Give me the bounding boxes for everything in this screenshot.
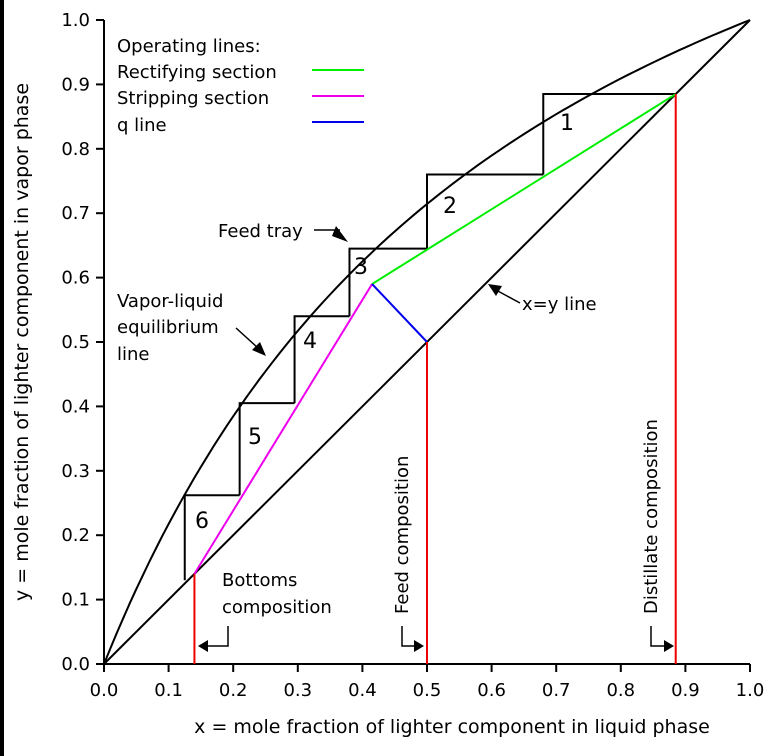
x-tick-label: 0.2 bbox=[219, 680, 248, 701]
y-tick-label: 0.3 bbox=[61, 461, 90, 482]
xy-pointer bbox=[495, 289, 521, 304]
vle-label-line2: equilibrium bbox=[117, 317, 219, 338]
xy-arrowhead bbox=[488, 284, 502, 296]
legend-label-q: q line bbox=[117, 115, 167, 136]
stage-label-5: 5 bbox=[248, 425, 262, 450]
vle-pointer bbox=[235, 327, 259, 349]
legend-title: Operating lines: bbox=[117, 36, 261, 57]
x-tick-label: 0.0 bbox=[90, 680, 119, 701]
vle-arrowhead bbox=[252, 342, 266, 356]
x-tick-label: 0.9 bbox=[671, 680, 700, 701]
x-tick-label: 0.3 bbox=[283, 680, 312, 701]
annotations: Feed tray Vapor-liquid equilibrium line … bbox=[117, 221, 674, 652]
rectifying-operating-line bbox=[371, 93, 677, 285]
stage-label-4: 4 bbox=[303, 329, 317, 354]
y-tick-label: 1.0 bbox=[61, 10, 90, 31]
x-tick-label: 0.5 bbox=[413, 680, 442, 701]
y-ticks: 0.0 0.1 0.2 0.3 0.4 0.5 0.6 0.7 0.8 0.9 1.0 bbox=[61, 10, 104, 675]
composition-lines bbox=[193, 94, 677, 664]
stage-step-4 bbox=[293, 315, 350, 404]
legend-label-stripping: Stripping section bbox=[117, 88, 269, 109]
vle-label-line3: line bbox=[117, 344, 149, 365]
y-tick-label: 0.9 bbox=[61, 74, 90, 95]
x-tick-label: 0.1 bbox=[154, 680, 183, 701]
vle-label-line1: Vapor-liquid bbox=[117, 291, 223, 312]
y-tick-label: 0.6 bbox=[61, 268, 90, 289]
bottoms-pointer bbox=[206, 626, 229, 647]
feed-arrowhead bbox=[414, 640, 424, 652]
x-ticks: 0.0 0.1 0.2 0.3 0.4 0.5 0.6 0.7 0.8 0.9 1.0 bbox=[90, 664, 765, 701]
feed-tray-label: Feed tray bbox=[218, 221, 303, 242]
plot-lines bbox=[103, 19, 751, 665]
x-tick-label: 0.6 bbox=[477, 680, 506, 701]
stage-label-1: 1 bbox=[560, 111, 574, 136]
stage-labels: 1 2 3 4 5 6 bbox=[195, 111, 574, 534]
legend-label-rectifying: Rectifying section bbox=[117, 62, 277, 83]
y-tick-label: 0.7 bbox=[61, 203, 90, 224]
stage-step-1 bbox=[542, 93, 676, 175]
x-tick-label: 0.7 bbox=[542, 680, 571, 701]
bottoms-label-line2: composition bbox=[222, 597, 332, 618]
distillate-composition-label: Distillate composition bbox=[641, 419, 662, 614]
x-tick-label: 0.4 bbox=[348, 680, 377, 701]
distillate-arrowhead bbox=[664, 640, 674, 652]
bottoms-label-line1: Bottoms bbox=[222, 570, 297, 591]
stage-label-3: 3 bbox=[354, 255, 368, 280]
y-tick-label: 0.2 bbox=[61, 525, 90, 546]
bottoms-arrowhead bbox=[198, 640, 208, 652]
feed-pointer bbox=[401, 626, 416, 647]
y-tick-label: 0.5 bbox=[61, 332, 90, 353]
y-tick-label: 0.1 bbox=[61, 590, 90, 611]
y-axis-title: y = mole fraction of lighter component i… bbox=[11, 83, 33, 601]
y-tick-label: 0.0 bbox=[61, 654, 90, 675]
x-axis-title: x = mole fraction of lighter component i… bbox=[194, 716, 710, 738]
stripping-operating-line bbox=[193, 283, 373, 575]
stage-steps bbox=[183, 93, 676, 581]
stage-step-5 bbox=[238, 402, 295, 496]
stage-label-2: 2 bbox=[443, 194, 457, 219]
y-tick-label: 0.4 bbox=[61, 396, 90, 417]
distillate-pointer bbox=[650, 626, 666, 647]
y-tick-label: 0.8 bbox=[61, 139, 90, 160]
feed-tray-arrowhead bbox=[332, 226, 348, 242]
legend: Operating lines: Rectifying section Stri… bbox=[117, 36, 364, 136]
stage-step-2 bbox=[426, 173, 544, 249]
stage-label-6: 6 bbox=[195, 509, 209, 534]
xy-line-label: x=y line bbox=[522, 294, 597, 315]
stage-step-6 bbox=[183, 494, 240, 581]
stage-step-3 bbox=[348, 247, 427, 317]
q-line bbox=[371, 283, 428, 343]
x-tick-label: 1.0 bbox=[736, 680, 765, 701]
x-tick-label: 0.8 bbox=[606, 680, 635, 701]
feed-composition-label: Feed composition bbox=[392, 456, 413, 614]
